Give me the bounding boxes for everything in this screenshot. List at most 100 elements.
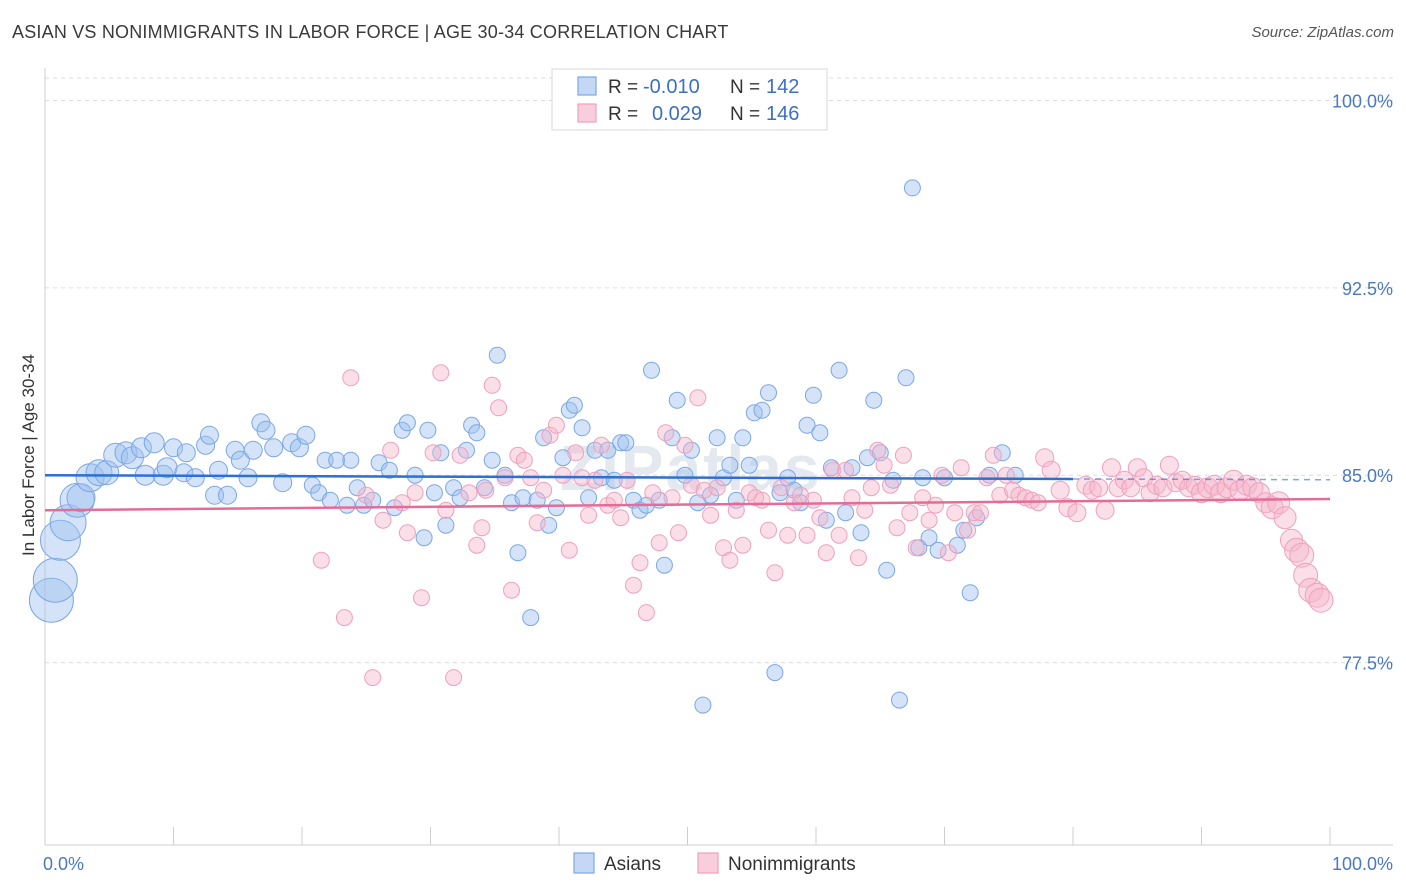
asians-point <box>852 524 870 542</box>
axes <box>44 68 1393 846</box>
nonimmigrants-point <box>424 444 442 462</box>
nonimmigrants-point <box>644 484 662 502</box>
nonimmigrants-point <box>437 501 455 519</box>
nonimmigrants-point <box>637 604 655 622</box>
nonimmigrants-point <box>312 551 330 569</box>
x-tick-label: 100.0% <box>1332 854 1393 874</box>
nonimmigrants-point <box>965 504 983 522</box>
asians-point <box>321 491 339 509</box>
legend-r-value: -0.010 <box>643 76 700 98</box>
nonimmigrants-point <box>734 536 752 554</box>
nonimmigrants-point <box>374 511 392 529</box>
nonimmigrants-point <box>811 509 829 527</box>
bottom-legend-label-asians: Asians <box>604 854 661 875</box>
asians-point <box>355 496 373 514</box>
asians-point <box>573 419 591 437</box>
nonimmigrants-point <box>625 576 642 594</box>
nonimmigrants-point <box>631 554 649 572</box>
legend-r-label: R = <box>608 104 638 125</box>
asians-point <box>205 485 225 505</box>
asians-point <box>196 435 216 455</box>
nonimmigrants-point <box>560 541 578 559</box>
asians-point <box>200 425 219 445</box>
nonimmigrants-point <box>473 519 491 537</box>
nonimmigrants-point <box>1127 458 1147 478</box>
nonimmigrants-trend-line <box>44 497 1331 512</box>
y-tick-label: 85.0% <box>1342 466 1393 486</box>
asians-point <box>143 432 165 454</box>
nonimmigrants-point <box>468 536 486 554</box>
nonimmigrants-point <box>862 479 880 497</box>
asians-point <box>554 449 572 467</box>
nonimmigrants-point <box>1114 470 1134 490</box>
asians-point <box>243 440 263 460</box>
nonimmigrants-point <box>663 489 681 507</box>
nonimmigrants-point <box>1273 506 1297 530</box>
nonimmigrants-point <box>503 581 520 599</box>
y-tick-label: 92.5% <box>1342 279 1393 299</box>
nonimmigrants-point <box>382 441 400 459</box>
y-tick-label: 100.0% <box>1332 91 1393 111</box>
asians-point <box>668 391 686 409</box>
nonimmigrants-point <box>959 521 977 539</box>
legend-box: R = -0.010 N = 142 R = 0.029 N = 146 <box>551 68 828 131</box>
nonimmigrants-point <box>364 669 382 687</box>
asians-point <box>156 457 178 479</box>
nonimmigrants-point <box>528 514 546 532</box>
asians-point <box>734 429 752 447</box>
nonimmigrants-point <box>406 484 424 502</box>
legend-n-value: 142 <box>766 76 799 98</box>
nonimmigrants-point <box>766 564 784 582</box>
nonimmigrants-point <box>541 426 559 444</box>
legend-n-label: N = <box>730 104 760 125</box>
bottom-legend-label-nonimmigrants: Nonimmigrants <box>728 854 856 875</box>
nonimmigrants-point <box>753 491 771 509</box>
nonimmigrants-point <box>535 481 553 499</box>
asians-point <box>264 438 284 458</box>
asians-point <box>176 443 196 463</box>
y-tick-label: 77.5% <box>1342 654 1393 674</box>
asians-point <box>49 504 87 542</box>
nonimmigrants-point <box>676 436 694 454</box>
asians-trend-extension <box>1072 478 1331 481</box>
bottom-legend-swatch-nonimmigrants <box>697 852 719 874</box>
asians-point <box>238 468 258 488</box>
nonimmigrants-point <box>650 534 668 552</box>
nonimmigrants-point <box>997 466 1015 484</box>
nonimmigrants-point <box>670 524 687 542</box>
nonimmigrants-point <box>477 481 495 499</box>
asians-point <box>174 463 194 483</box>
legend-n-label: N = <box>730 77 760 98</box>
asians-point <box>437 516 455 534</box>
asians-point <box>740 456 758 474</box>
nonimmigrants-point <box>933 466 951 484</box>
asians-point <box>328 451 346 469</box>
nonimmigrants-point <box>837 461 855 479</box>
nonimmigrants-point <box>1058 498 1078 518</box>
asians-point <box>798 416 816 434</box>
asians-point <box>961 584 979 602</box>
asians-point <box>528 491 546 509</box>
asians-point <box>39 519 81 561</box>
asians-point <box>865 391 883 409</box>
nonimmigrants-point <box>1050 480 1070 500</box>
asians-point <box>694 696 712 714</box>
nonimmigrants-point <box>460 484 478 502</box>
nonimmigrants-point <box>413 589 430 607</box>
asians-point <box>920 529 938 547</box>
nonimmigrants-point <box>907 539 925 557</box>
nonimmigrants-point <box>445 669 463 687</box>
asians-point <box>721 456 739 474</box>
nonimmigrants-point <box>1267 491 1291 515</box>
asians-point <box>230 450 250 470</box>
nonimmigrants-point <box>689 389 707 407</box>
nonimmigrants-point <box>927 496 944 514</box>
nonimmigrants-point <box>335 609 353 627</box>
nonimmigrants-point <box>856 501 874 519</box>
asians-point <box>338 496 356 514</box>
asians-point <box>218 485 237 505</box>
nonimmigrants-point <box>1248 482 1270 504</box>
nonimmigrants-point <box>1010 486 1028 504</box>
nonimmigrants-point <box>869 441 887 459</box>
nonimmigrants-point <box>1067 503 1087 523</box>
